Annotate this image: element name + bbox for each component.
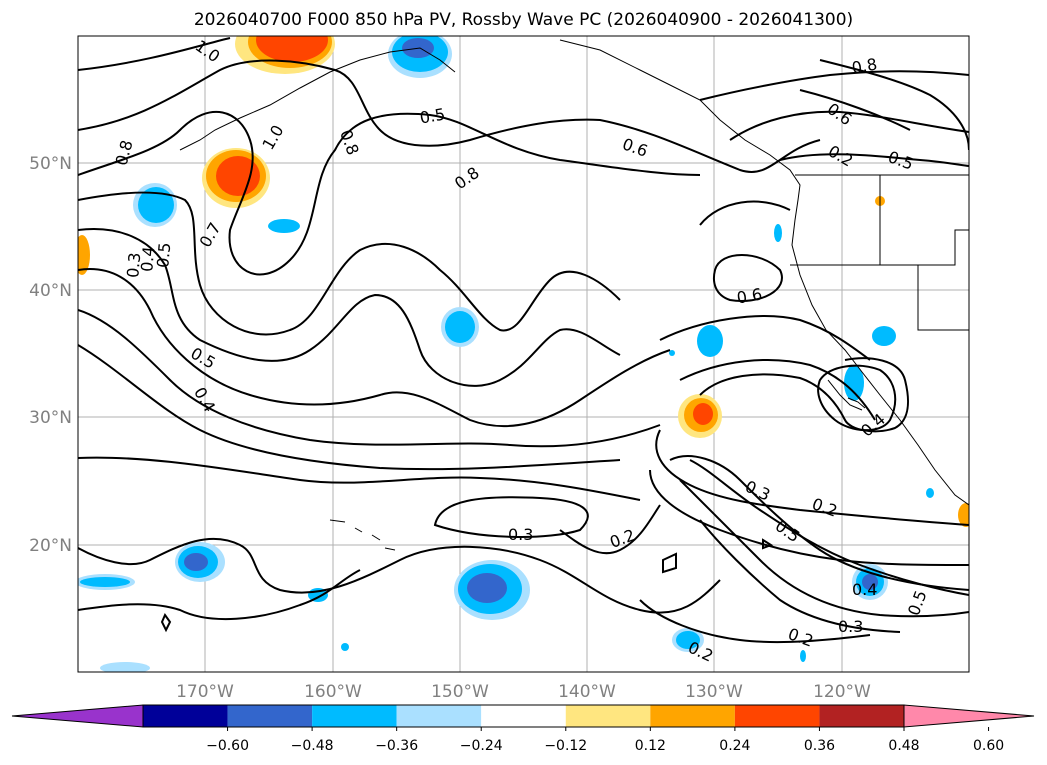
colorbar-swatch (312, 705, 397, 727)
colorbar-tick-label: 0.48 (888, 738, 919, 754)
lon-label: 140°W (558, 682, 616, 702)
colorbar: −0.60 −0.48 −0.36 −0.24 −0.12 0.12 0.24 0.36 0.4… (11, 704, 1035, 754)
lat-label: 50°N (29, 154, 72, 174)
svg-text:0.3: 0.3 (508, 525, 533, 544)
coastlines (179, 39, 969, 551)
colorbar-tick-label: 0.60 (973, 738, 1004, 754)
svg-text:0.5: 0.5 (153, 242, 174, 269)
svg-text:0.3: 0.3 (838, 617, 863, 636)
colorbar-swatch (734, 705, 820, 727)
colorbar-tick-label: −0.60 (206, 738, 249, 754)
lon-label: 150°W (431, 682, 489, 702)
svg-text:0.6: 0.6 (735, 284, 763, 307)
colorbar-swatch (481, 705, 566, 727)
latitude-labels: 50°N 40°N 30°N 20°N (29, 154, 72, 556)
colorbar-tick-label: 0.36 (804, 738, 835, 754)
colorbar-swatch (565, 705, 651, 727)
svg-text:0.4: 0.4 (852, 580, 877, 599)
map-title: 2026040700 F000 850 hPa PV, Rossby Wave … (193, 10, 854, 30)
pv-contours (78, 37, 969, 644)
colorbar-swatch (396, 705, 482, 727)
colorbar-extend-high (903, 704, 1035, 728)
lat-label: 20°N (29, 536, 72, 556)
colorbar-tick-label: 0.12 (635, 738, 666, 754)
svg-text:0.5: 0.5 (418, 104, 446, 127)
svg-text:0.4: 0.4 (137, 246, 158, 273)
map-frame (77, 35, 970, 673)
colorbar-extend-low (11, 704, 144, 728)
colorbar-tick-label: −0.36 (375, 738, 418, 754)
lon-label: 120°W (813, 682, 871, 702)
colorbar-swatch (650, 705, 735, 727)
colorbar-tick-label: 0.24 (719, 738, 750, 754)
colorbar-tick-label: −0.12 (544, 738, 587, 754)
colorbar-border (142, 704, 905, 728)
colorbar-tick-label: −0.48 (291, 738, 334, 754)
colorbar-swatch (819, 705, 904, 727)
map-background (78, 36, 969, 672)
svg-text:0.3: 0.3 (123, 252, 144, 279)
lon-label: 160°W (304, 682, 362, 702)
lon-label: 170°W (176, 682, 234, 702)
lat-label: 40°N (29, 281, 72, 301)
lat-label: 30°N (29, 408, 72, 428)
colorbar-tick-label: −0.24 (460, 738, 503, 754)
svg-text:0.8: 0.8 (850, 54, 878, 77)
lon-label: 130°W (685, 682, 743, 702)
colorbar-swatch (143, 705, 228, 727)
colorbar-swatch (227, 705, 313, 727)
longitude-labels: 170°W 160°W 150°W 140°W 130°W 120°W (176, 682, 871, 702)
